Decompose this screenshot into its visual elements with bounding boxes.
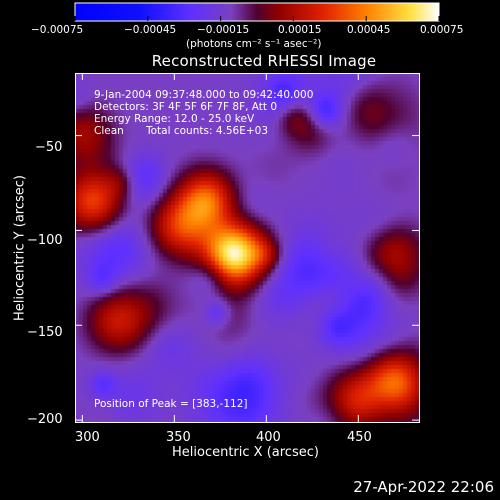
info-energy: Energy Range: 12.0 - 25.0 keV — [94, 113, 255, 125]
colorbar-tick-labels: −0.00075 −0.00045 −0.00015 0.00015 0.000… — [0, 24, 500, 38]
colorbar-tick-label: 0.00075 — [420, 24, 464, 36]
info-clean: Clean — [94, 125, 124, 137]
colorbar-tick-label: −0.00045 — [124, 24, 177, 36]
info-detectors: Detectors: 3F 4F 5F 6F 7F 8F, Att 0 — [94, 101, 278, 113]
y-axis-label: Heliocentric Y (arcsec) — [12, 175, 28, 321]
colorbar-tick-label: 0.00045 — [347, 24, 391, 36]
axis-ticks — [75, 73, 419, 422]
heatmap-image — [75, 73, 419, 422]
colorbar-gradient — [74, 2, 440, 22]
colorbar-ticks — [74, 16, 440, 21]
colorbar-units: (photons cm⁻² s⁻¹ asec⁻²) — [186, 38, 322, 50]
info-peak-position: Position of Peak = [383,-112] — [94, 398, 248, 410]
colorbar-tick-label: −0.00075 — [31, 24, 84, 36]
plot-border — [75, 73, 420, 423]
colorbar-tick-label: −0.00015 — [197, 24, 250, 36]
x-tick-label: 400 — [256, 430, 281, 445]
colorbar-tick-label: 0.00015 — [278, 24, 322, 36]
y-tick-label: −50 — [35, 140, 63, 155]
colorbar-svg — [74, 2, 440, 22]
y-tick-label: −100 — [27, 233, 63, 248]
x-axis-label: Heliocentric X (arcsec) — [172, 445, 319, 460]
footer-timestamp: 27-Apr-2022 22:06 — [353, 478, 494, 496]
x-tick-label: 300 — [75, 430, 100, 445]
y-tick-label: −200 — [27, 412, 63, 427]
y-tick-label: −150 — [27, 325, 63, 340]
x-tick-label: 450 — [347, 430, 372, 445]
info-time: 9-Jan-2004 09:37:48.000 to 09:42:40.000 — [94, 89, 314, 101]
x-tick-label: 350 — [166, 430, 191, 445]
chart-title: Reconstructed RHESSI Image — [151, 52, 377, 70]
info-total-counts: Total counts: 4.56E+03 — [146, 125, 269, 137]
